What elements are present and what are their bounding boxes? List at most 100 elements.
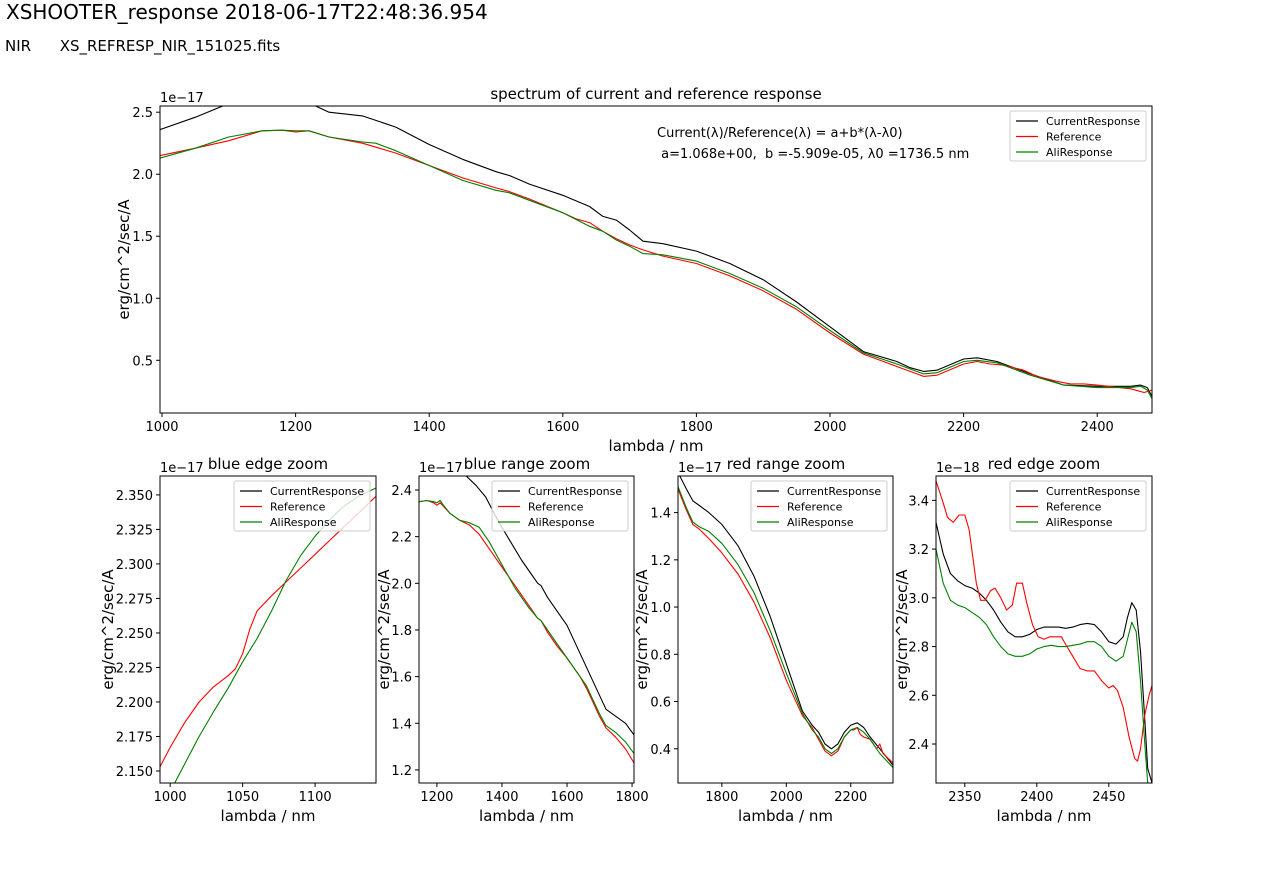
x-axis-label: lambda / nm — [997, 807, 1092, 825]
chart-blue-range: 1200 1400 1600 1800 1.2 1.4 1.6 1.8 2.0 2.2 2.4 1e−… — [375, 455, 649, 825]
y-tick-label: 2.6 — [908, 689, 929, 704]
chart-title: blue edge zoom — [208, 455, 328, 473]
axis-offset-label: 1e−17 — [419, 461, 463, 476]
y-tick-label: 1.4 — [391, 717, 412, 732]
y-axis-label: erg/cm^2/sec/A — [633, 569, 651, 690]
x-axis-label: lambda / nm — [221, 807, 316, 825]
legend-box — [491, 480, 629, 532]
y-axis-label: erg/cm^2/sec/A — [99, 569, 117, 690]
y-tick-label: 2.325 — [116, 523, 153, 538]
y-tick-label: 2.250 — [116, 627, 153, 642]
y-tick-label: 2.4 — [391, 484, 412, 499]
chart-red-range: 1800 2000 2200 0.4 0.6 0.8 1.0 1.2 1.4 1e−17 red r… — [633, 455, 894, 825]
y-tick-label: 2.200 — [116, 696, 153, 711]
legend: CurrentResponse Reference AliResponse — [750, 480, 888, 532]
legend-label: Reference — [1046, 501, 1102, 514]
y-tick-label: 2.2 — [391, 531, 412, 546]
x-tick-label: 2400 — [1081, 420, 1114, 435]
y-tick-label: 2.8 — [908, 641, 929, 656]
legend-label: AliResponse — [787, 516, 854, 529]
x-tick-label: 1000 — [145, 420, 178, 435]
chart-title: red edge zoom — [988, 455, 1100, 473]
x-axis-label: lambda / nm — [609, 437, 704, 455]
y-tick-label: 3.4 — [908, 494, 929, 509]
axes-frame — [677, 475, 894, 784]
y-tick-label: 1.0 — [132, 292, 153, 307]
series-line-reference — [160, 129, 1152, 394]
figure-title: XSHOOTER_response 2018-06-17T22:48:36.95… — [6, 0, 488, 24]
chart-blue-edge: 1000 1050 1100 2.150 2.175 2.200 2.225 2.250 2.2… — [99, 455, 377, 825]
chart-red-edge: 2350 2400 2450 2.4 2.6 2.8 3.0 3.2 3.4 1e−18 red e… — [893, 455, 1153, 825]
x-tick-label: 2000 — [813, 420, 846, 435]
legend-label: CurrentResponse — [270, 485, 364, 498]
x-tick-label: 2000 — [770, 790, 803, 805]
axes-frame — [159, 475, 377, 784]
y-tick-label: 1.2 — [391, 764, 412, 779]
y-tick-label: 1.0 — [650, 601, 671, 616]
x-tick-label: 1400 — [485, 790, 518, 805]
legend-label: CurrentResponse — [528, 485, 622, 498]
axis-offset-label: 1e−17 — [160, 91, 204, 106]
y-tick-label: 2.150 — [116, 765, 153, 780]
axes-frame — [935, 475, 1153, 784]
series-line-reference — [419, 499, 634, 764]
x-tick-label: 1600 — [546, 420, 579, 435]
legend-box — [233, 480, 371, 532]
y-tick-label: 0.6 — [650, 696, 671, 711]
legend-box — [750, 480, 888, 532]
axes-frame — [159, 105, 1153, 414]
series-line-aliresponse — [936, 548, 1152, 783]
x-tick-label: 1800 — [705, 790, 738, 805]
y-tick-label: 0.4 — [650, 743, 671, 758]
y-tick-label: 1.4 — [650, 507, 671, 522]
y-axis-label: erg/cm^2/sec/A — [115, 199, 133, 320]
legend-label: AliResponse — [528, 516, 595, 529]
x-tick-label: 1800 — [616, 790, 649, 805]
y-tick-label: 2.5 — [132, 106, 153, 121]
y-tick-label: 2.300 — [116, 558, 153, 573]
y-tick-label: 2.175 — [116, 730, 153, 745]
x-tick-label: 1200 — [279, 420, 312, 435]
y-tick-label: 2.0 — [391, 577, 412, 592]
legend-box — [1009, 480, 1147, 532]
legend-box — [1009, 110, 1147, 162]
chart-title: spectrum of current and reference respon… — [490, 85, 821, 103]
chart-title: blue range zoom — [464, 455, 590, 473]
x-tick-label: 1100 — [299, 790, 332, 805]
axis-offset-label: 1e−17 — [160, 461, 204, 476]
x-tick-label: 1800 — [680, 420, 713, 435]
legend-label: Reference — [528, 501, 584, 514]
y-tick-label: 1.6 — [391, 671, 412, 686]
legend: CurrentResponse Reference AliResponse — [491, 480, 629, 532]
axis-offset-label: 1e−17 — [678, 461, 722, 476]
x-tick-label: 2200 — [834, 790, 867, 805]
series-line-aliresponse — [160, 129, 1152, 399]
x-tick-label: 1200 — [420, 790, 453, 805]
legend-label: AliResponse — [270, 516, 337, 529]
y-tick-label: 2.4 — [908, 738, 929, 753]
x-tick-label: 2350 — [948, 790, 981, 805]
legend-label: CurrentResponse — [1046, 115, 1140, 128]
x-tick-label: 1050 — [226, 790, 259, 805]
legend: CurrentResponse Reference AliResponse — [1009, 480, 1147, 532]
x-tick-label: 1600 — [550, 790, 583, 805]
y-tick-label: 1.8 — [391, 624, 412, 639]
arm-label: NIR — [5, 37, 32, 55]
y-tick-label: 3.2 — [908, 543, 929, 558]
y-tick-label: 3.0 — [908, 592, 929, 607]
legend-label: CurrentResponse — [1046, 485, 1140, 498]
legend: CurrentResponse Reference AliResponse — [233, 480, 371, 532]
x-tick-label: 1400 — [413, 420, 446, 435]
series-line-reference — [678, 488, 893, 764]
y-tick-label: 1.5 — [132, 230, 153, 245]
y-tick-label: 2.350 — [116, 489, 153, 504]
series-line-aliresponse — [174, 487, 376, 783]
legend-label: AliResponse — [1046, 146, 1113, 159]
fit-annotation-line: Current(λ)/Reference(λ) = a+b*(λ-λ0) — [657, 126, 903, 141]
x-tick-label: 2200 — [947, 420, 980, 435]
series-line-aliresponse — [419, 499, 634, 754]
y-tick-label: 0.8 — [650, 648, 671, 663]
chart-main: 1000 1200 1400 1600 1800 2000 2200 2400 0.5 1.0 1.… — [115, 85, 1153, 455]
legend: CurrentResponse Reference AliResponse — [1009, 110, 1147, 162]
